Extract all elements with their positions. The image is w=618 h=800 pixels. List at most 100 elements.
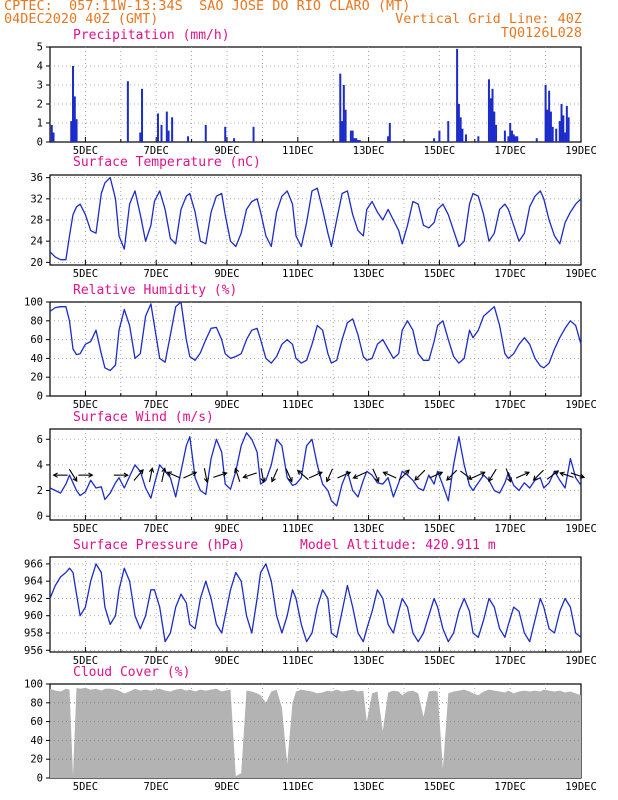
precip-ytick-label: 5 xyxy=(37,42,43,54)
header-model-code: TQ0126L028 xyxy=(500,25,582,41)
wind-arrow-head xyxy=(296,469,303,475)
wind-arrow-head xyxy=(271,477,276,483)
wind-arrow xyxy=(260,468,265,483)
wind-ytick-label: 6 xyxy=(37,434,43,446)
precip-bar xyxy=(546,109,549,142)
precip-bar xyxy=(388,123,391,142)
wind-xtick-label: 11DEC xyxy=(282,523,314,535)
precip-bar xyxy=(75,119,78,142)
temp-ytick-label: 32 xyxy=(30,193,43,205)
precip-bar xyxy=(549,111,552,142)
wind-arrow xyxy=(133,469,144,481)
precip-bar xyxy=(171,117,174,142)
cloud-ytick-label: 0 xyxy=(37,773,43,785)
precip-bar xyxy=(487,79,490,142)
precip-bar xyxy=(356,140,359,142)
wind-arrow-head xyxy=(242,473,248,479)
wind-title: Surface Wind (m/s) xyxy=(73,410,214,425)
humidity-series-line xyxy=(49,301,582,372)
wind-ytick-label: 0 xyxy=(37,511,43,523)
wind-arrow-head xyxy=(52,472,58,478)
humidity-title: Relative Humidity (%) xyxy=(73,283,238,298)
precip-bar xyxy=(510,130,513,142)
wind-arrow-head xyxy=(559,471,565,477)
cloud-xtick-label: 19DEC xyxy=(565,781,597,793)
wind-arrow-head xyxy=(467,475,473,481)
wind-arrow-head xyxy=(88,472,94,478)
precip-ytick-label: 2 xyxy=(37,99,43,111)
wind-arrow-head xyxy=(325,477,331,483)
precip-bar xyxy=(351,130,354,142)
wind-arrow-head xyxy=(287,477,293,483)
precip-bar xyxy=(493,111,496,142)
humidity-xtick-label: 5DEC xyxy=(73,399,98,411)
precip-bar xyxy=(156,113,159,142)
wind-arrow xyxy=(148,468,153,483)
precip-bar xyxy=(73,96,76,142)
pressure-xtick-label: 9DEC xyxy=(214,655,239,667)
humidity-ytick-label: 20 xyxy=(30,372,43,384)
wind-arrow xyxy=(337,471,351,479)
precip-ytick-label: 4 xyxy=(37,61,43,73)
wind-arrow-head xyxy=(166,471,173,477)
wind-ytick-label: 4 xyxy=(37,459,43,471)
wind-arrow xyxy=(505,468,512,482)
temp-xtick-label: 11DEC xyxy=(282,268,314,280)
wind-arrow xyxy=(213,472,227,478)
precip-bar xyxy=(565,105,568,142)
humidity-ytick-label: 80 xyxy=(30,315,43,327)
cloud-ytick-label: 20 xyxy=(30,754,43,766)
wind-arrow-head xyxy=(234,467,240,474)
pressure-xtick-label: 5DEC xyxy=(73,655,98,667)
wind-arrow xyxy=(488,468,497,482)
altitude-annotation: Model Altitude: 420.911 m xyxy=(300,538,496,553)
precip-bar xyxy=(512,134,515,142)
wind-arrow-head xyxy=(260,477,266,484)
header-datetime: 04DEC2020 40Z (GMT) xyxy=(4,11,159,27)
wind-arrow xyxy=(297,470,309,481)
wind-arrow xyxy=(161,468,166,483)
wind-arrow xyxy=(515,471,530,479)
wind-arrow xyxy=(243,472,257,478)
precip-xtick-label: 15DEC xyxy=(424,145,456,157)
precip-bar xyxy=(358,140,361,142)
precip-bar xyxy=(495,124,498,142)
precip-bar xyxy=(50,124,53,142)
wind-arrow xyxy=(429,471,443,479)
wind-arrow-head xyxy=(203,477,209,484)
pressure-xtick-label: 17DEC xyxy=(494,655,526,667)
wind-arrow-head xyxy=(488,476,493,483)
wind-arrow xyxy=(203,468,208,483)
wind-arrow xyxy=(471,471,485,479)
precip-bar xyxy=(464,134,467,142)
pressure-xtick-label: 19DEC xyxy=(565,655,597,667)
precip-bar xyxy=(564,132,567,142)
wind-arrow xyxy=(446,469,458,481)
wind-arrow-head xyxy=(532,475,539,481)
humidity-xtick-label: 13DEC xyxy=(353,399,385,411)
wind-arrow xyxy=(183,471,197,479)
precip-xtick-label: 17DEC xyxy=(494,145,526,157)
temp-series-line xyxy=(49,176,582,261)
precip-bar xyxy=(560,104,563,142)
precip-bar xyxy=(438,130,441,142)
precip-bar xyxy=(342,85,345,142)
precip-bar xyxy=(535,138,538,142)
precip-bar xyxy=(507,136,510,142)
temp-xtick-label: 5DEC xyxy=(73,268,98,280)
precip-xtick-label: 13DEC xyxy=(353,145,385,157)
precip-bar xyxy=(160,124,163,142)
pressure-xtick-label: 11DEC xyxy=(282,655,314,667)
precip-bar xyxy=(562,115,565,142)
pressure-ytick-label: 966 xyxy=(24,558,43,570)
pressure-xtick-label: 7DEC xyxy=(144,655,169,667)
wind-xtick-label: 7DEC xyxy=(144,523,169,535)
pressure-series-line xyxy=(49,563,582,643)
precip-bar xyxy=(548,90,551,142)
wind-arrow xyxy=(560,472,574,478)
temp-xtick-label: 15DEC xyxy=(424,268,456,280)
precip-bar xyxy=(516,136,519,142)
precip-bar xyxy=(187,136,190,142)
precip-bar xyxy=(447,121,450,142)
